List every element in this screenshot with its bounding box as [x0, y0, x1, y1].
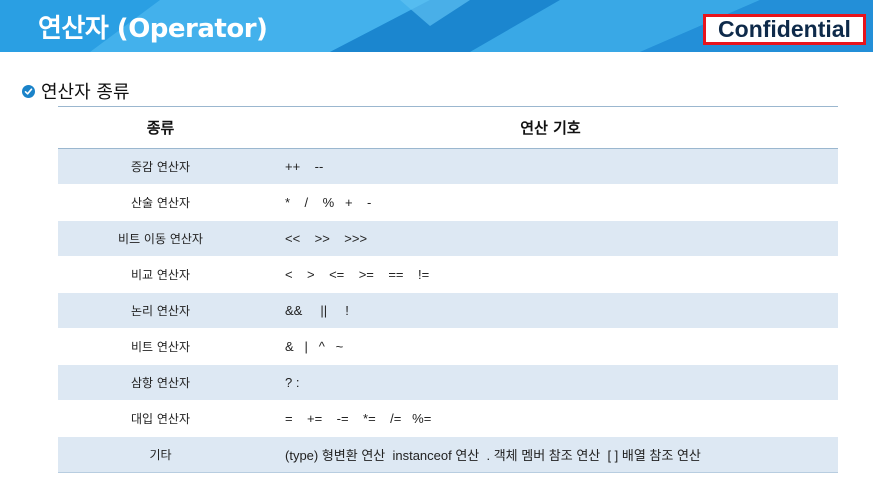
operator-symbols: = += -= *= /= %=: [263, 400, 838, 437]
section-heading: 연산자 종류: [22, 78, 130, 104]
operator-type: 삼항 연산자: [58, 364, 263, 401]
check-circle-icon: [22, 84, 35, 98]
operator-symbols: ? :: [263, 364, 838, 401]
table-row: 비트 연산자 & | ^ ~: [58, 328, 838, 365]
section-title: 연산자 종류: [41, 82, 130, 103]
operator-symbols: (type) 형변환 연산 instanceof 연산 . 객체 멤버 참조 연…: [263, 436, 838, 473]
confidential-badge: Confidential: [703, 14, 866, 45]
operator-type: 대입 연산자: [58, 400, 263, 437]
operator-symbols: < > <= >= == !=: [263, 256, 838, 293]
operator-type: 논리 연산자: [58, 292, 263, 329]
operator-symbols: ++ --: [263, 148, 838, 185]
operator-type: 비트 이동 연산자: [58, 220, 263, 257]
operator-symbols: * / % + -: [263, 184, 838, 221]
table-header-row: 종류 연산 기호: [58, 106, 838, 149]
table-row: 기타 (type) 형변환 연산 instanceof 연산 . 객체 멤버 참…: [58, 436, 838, 473]
operator-symbols: && || !: [263, 292, 838, 329]
table-row: 논리 연산자 && || !: [58, 292, 838, 329]
column-header-symbols: 연산 기호: [263, 106, 838, 149]
operator-symbols: & | ^ ~: [263, 328, 838, 365]
operator-table: 종류 연산 기호 증감 연산자 ++ -- 산술 연산자 * / % + - 비…: [58, 106, 838, 473]
table-row: 산술 연산자 * / % + -: [58, 184, 838, 221]
operator-type: 기타: [58, 436, 263, 473]
operator-symbols: << >> >>>: [263, 220, 838, 257]
operator-type: 비교 연산자: [58, 256, 263, 293]
table-row: 비교 연산자 < > <= >= == !=: [58, 256, 838, 293]
table-row: 삼항 연산자 ? :: [58, 364, 838, 401]
column-header-type: 종류: [58, 106, 263, 149]
operator-type: 증감 연산자: [58, 148, 263, 185]
table-row: 증감 연산자 ++ --: [58, 148, 838, 185]
page-title: 연산자 (Operator): [38, 14, 268, 44]
table-row: 비트 이동 연산자 << >> >>>: [58, 220, 838, 257]
operator-type: 비트 연산자: [58, 328, 263, 365]
table-row: 대입 연산자 = += -= *= /= %=: [58, 400, 838, 437]
operator-type: 산술 연산자: [58, 184, 263, 221]
title-banner: 연산자 (Operator) Confidential: [0, 0, 873, 52]
